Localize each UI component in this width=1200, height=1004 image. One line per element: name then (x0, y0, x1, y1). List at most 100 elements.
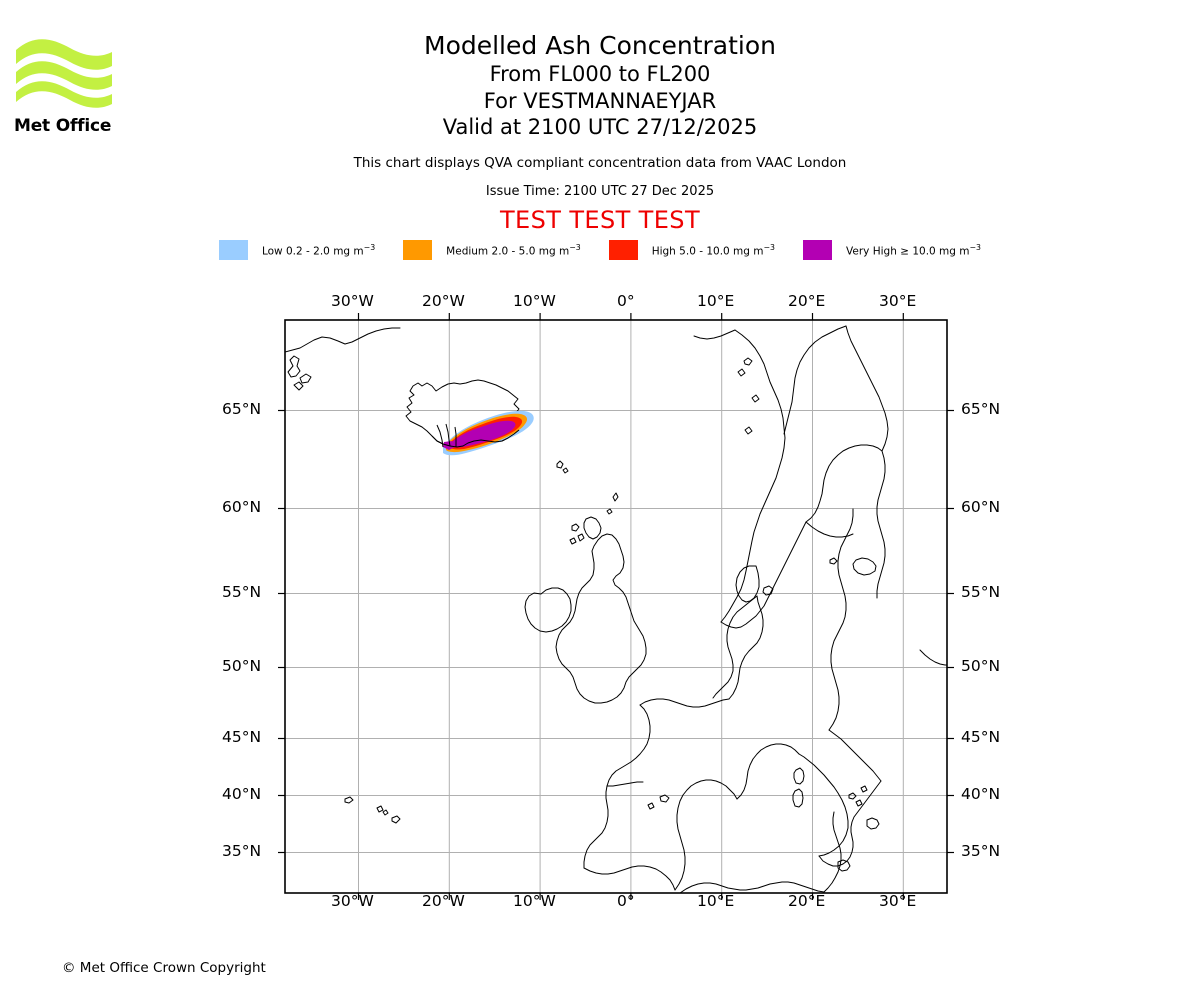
north-norway-coast (693, 329, 736, 340)
corsica-island (793, 767, 805, 785)
ireland-coastline (524, 587, 572, 633)
y-axis-left-label-50n: 50°N (222, 657, 262, 675)
shetland-islands (612, 492, 619, 502)
met-office-wave-mark (16, 39, 112, 108)
met-office-logo: Met Office (14, 28, 114, 136)
y-axis-left-label-40n: 40°N (222, 785, 262, 803)
balearic-islands (659, 794, 670, 803)
x-axis-bottom-label-30w: 30°W (331, 892, 374, 910)
balkan-coast (828, 729, 882, 782)
coastlines (285, 325, 947, 893)
title-block: Modelled Ash Concentration From FL000 to… (0, 0, 1200, 234)
eastern-europe-border (876, 450, 886, 599)
x-axis-bottom-label-20e: 20°E (788, 892, 826, 910)
great-britain-coastline (555, 533, 647, 704)
black-sea-north (919, 649, 947, 666)
baltic-south-coast (805, 521, 854, 538)
y-axis-left-label-60n: 60°N (222, 498, 262, 516)
y-axis-right-label-40n: 40°N (961, 785, 1001, 803)
black-sea-and-east-coast (828, 508, 854, 731)
test-banner: TEST TEST TEST (499, 205, 700, 234)
finland-northwest (783, 325, 847, 435)
qva-compliance-note: This chart displays QVA compliant concen… (353, 154, 847, 171)
x-axis-top-label-30w: 30°W (331, 292, 374, 310)
scandinavia-west-coast (720, 329, 786, 623)
north-africa-coast (679, 881, 825, 893)
legend-swatch-low (218, 240, 248, 260)
x-axis-top-label-20w: 20°W (422, 292, 465, 310)
italy-west-coast (798, 753, 849, 857)
x-axis-top-label-10w: 10°W (513, 292, 556, 310)
map-tick-marks (278, 313, 954, 900)
valid-time-subtitle: Valid at 2100 UTC 27/12/2025 (442, 115, 758, 139)
y-axis-right-label-55n: 55°N (961, 583, 1001, 601)
tunisia-east-coast (823, 811, 842, 893)
orkney-islands (606, 508, 613, 515)
volcano-subtitle: For VESTMANNAEYJAR (483, 88, 717, 113)
legend-item-high: High 5.0 - 10.0 mg m−3 (608, 240, 776, 260)
map-plot-area (285, 320, 947, 893)
x-axis-bottom-label-10e: 10°E (697, 892, 735, 910)
legend-swatch-high (608, 240, 638, 260)
x-axis-top-label-20e: 20°E (788, 292, 826, 310)
france-mediterranean-coast (736, 743, 800, 800)
greenland-coastline (285, 327, 401, 353)
gotland-island (829, 557, 838, 565)
estonia-lake (852, 557, 877, 576)
flight-level-subtitle: From FL000 to FL200 (489, 62, 711, 86)
finland-east-border (845, 325, 889, 452)
northern-scotland (583, 516, 602, 540)
legend-label-medium: Medium 2.0 - 5.0 mg m−3 (446, 242, 581, 258)
legend-item-very-high: Very High ≥ 10.0 mg m−3 (803, 240, 981, 260)
issue-time-text: Issue Time: 2100 UTC 27 Dec 2025 (485, 183, 715, 199)
page-title: Modelled Ash Concentration (424, 31, 776, 60)
channel-north-coast (639, 698, 730, 708)
x-axis-bottom-label-10w: 10°W (513, 892, 556, 910)
x-axis-top-label-0: 0° (617, 292, 635, 310)
aegean-island (848, 792, 857, 800)
y-axis-left-label-45n: 45°N (222, 728, 262, 746)
y-axis-left-label-65n: 65°N (222, 400, 262, 418)
south-sweden-coast (720, 521, 807, 629)
legend-label-low: Low 0.2 - 2.0 mg m−3 (261, 242, 376, 258)
zealand (762, 585, 774, 596)
legend-item-low: Low 0.2 - 2.0 mg m−3 (218, 240, 376, 260)
x-axis-bottom-label-0: 0° (617, 892, 635, 910)
legend-swatch-very-high (803, 240, 833, 260)
x-axis-top-label-10e: 10°E (697, 292, 735, 310)
y-axis-right-label-50n: 50°N (961, 657, 1001, 675)
concentration-legend: Low 0.2 - 2.0 mg m−3 Medium 2.0 - 5.0 mg… (0, 240, 1200, 260)
german-bight-coast (712, 595, 758, 699)
y-axis-right-label-35n: 35°N (961, 842, 1001, 860)
crete-island (866, 817, 880, 830)
map-gridlines (285, 320, 947, 893)
low-countries-coast (728, 595, 764, 700)
finland-south-coast (805, 444, 883, 523)
denmark-jutland (735, 565, 760, 603)
y-axis-right-label-65n: 65°N (961, 400, 1001, 418)
legend-label-high: High 5.0 - 10.0 mg m−3 (651, 242, 776, 258)
mediterranean-iberia-coast (674, 779, 738, 891)
x-axis-bottom-label-30e: 30°E (879, 892, 917, 910)
map-frame-border (284, 319, 948, 894)
outer-hebrides (571, 523, 580, 532)
y-axis-left-label-35n: 35°N (222, 842, 262, 860)
biscay-north-coast (606, 781, 644, 787)
azores-islands (344, 796, 354, 804)
lofoten-islands (743, 357, 753, 366)
legend-swatch-medium (403, 240, 433, 260)
y-axis-left-label-55n: 55°N (222, 583, 262, 601)
legend-item-medium: Medium 2.0 - 5.0 mg m−3 (403, 240, 581, 260)
faroe-islands (556, 460, 564, 469)
met-office-logo-text: Met Office (14, 116, 112, 136)
x-axis-top-label-30e: 30°E (879, 292, 917, 310)
x-axis-bottom-label-20w: 20°W (422, 892, 465, 910)
copyright-footer: © Met Office Crown Copyright (62, 960, 266, 976)
plume-contour-very-high (451, 420, 516, 448)
sardinia-island (792, 788, 804, 808)
ash-plume (431, 410, 534, 456)
y-axis-right-label-45n: 45°N (961, 728, 1001, 746)
iceland-south-coast-overlay (431, 429, 520, 448)
